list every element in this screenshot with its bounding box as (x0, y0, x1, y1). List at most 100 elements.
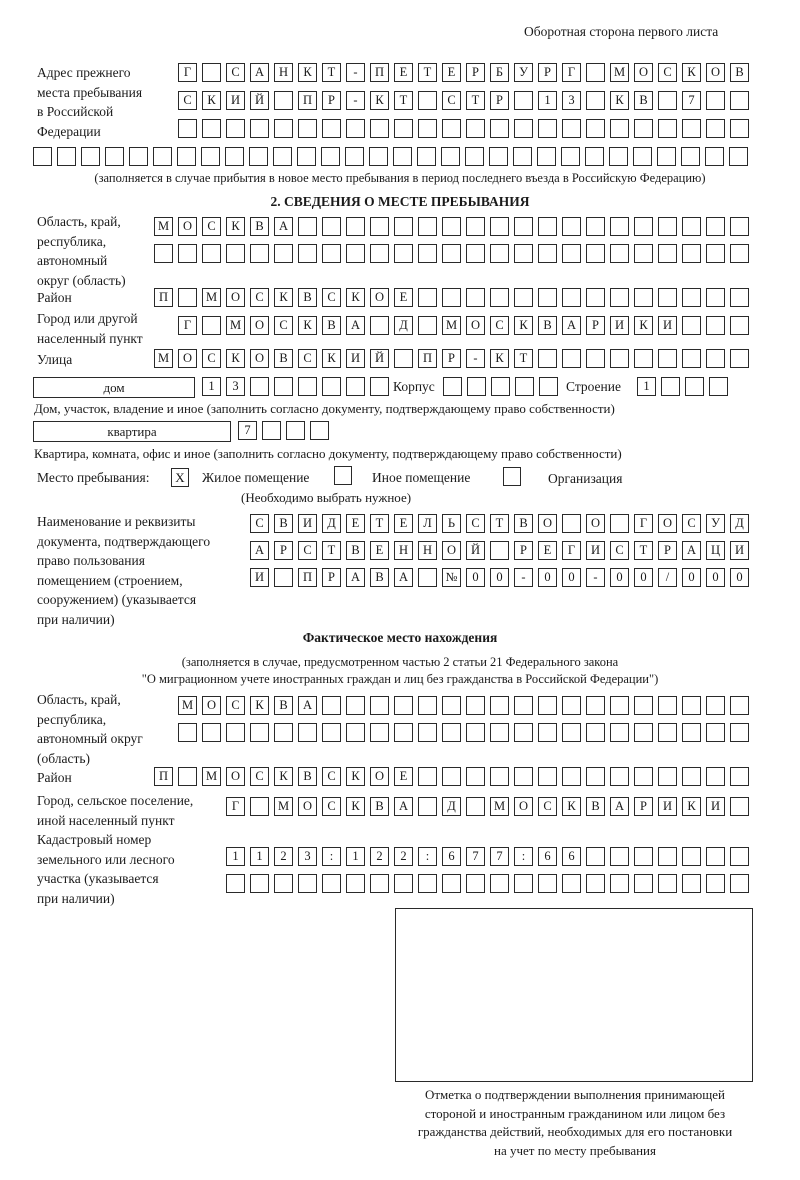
char-cell[interactable]: О (250, 349, 269, 368)
char-cell[interactable]: Л (418, 514, 437, 533)
char-cell[interactable]: Т (514, 349, 533, 368)
char-cell[interactable]: Р (490, 91, 509, 110)
char-cell[interactable]: А (250, 541, 269, 560)
char-cell[interactable] (442, 119, 461, 138)
char-cell[interactable]: Е (370, 541, 389, 560)
char-cell[interactable]: О (226, 767, 245, 786)
char-cell[interactable] (515, 377, 534, 396)
char-cell[interactable] (346, 723, 365, 742)
char-cell[interactable]: К (562, 797, 581, 816)
apartment-type-box[interactable]: квартира (33, 421, 231, 442)
char-cell[interactable]: К (202, 91, 221, 110)
char-cell[interactable] (370, 723, 389, 742)
char-cell[interactable]: К (682, 797, 701, 816)
char-cell[interactable] (658, 874, 677, 893)
char-cell[interactable]: Р (538, 63, 557, 82)
char-cell[interactable] (250, 874, 269, 893)
char-cell[interactable] (369, 147, 388, 166)
char-cell[interactable] (322, 244, 341, 263)
char-cell[interactable]: И (586, 541, 605, 560)
char-cell[interactable]: В (586, 797, 605, 816)
char-cell[interactable] (658, 696, 677, 715)
char-cell[interactable]: Е (394, 288, 413, 307)
char-cell[interactable] (729, 147, 748, 166)
char-cell[interactable]: А (298, 696, 317, 715)
char-cell[interactable] (466, 723, 485, 742)
char-cell[interactable]: С (202, 217, 221, 236)
char-cell[interactable] (514, 874, 533, 893)
char-cell[interactable] (514, 288, 533, 307)
char-cell[interactable] (178, 767, 197, 786)
char-cell[interactable]: Р (466, 63, 485, 82)
char-cell[interactable]: М (202, 767, 221, 786)
char-cell[interactable]: / (658, 568, 677, 587)
char-cell[interactable]: 0 (538, 568, 557, 587)
char-cell[interactable]: И (298, 514, 317, 533)
char-cell[interactable] (633, 147, 652, 166)
char-cell[interactable]: Й (250, 91, 269, 110)
char-cell[interactable] (610, 514, 629, 533)
char-cell[interactable] (730, 119, 749, 138)
char-cell[interactable]: 0 (706, 568, 725, 587)
char-cell[interactable]: Р (634, 797, 653, 816)
char-cell[interactable] (274, 568, 293, 587)
char-cell[interactable]: А (394, 797, 413, 816)
char-cell[interactable]: 6 (442, 847, 461, 866)
char-cell[interactable]: В (298, 767, 317, 786)
char-cell[interactable] (370, 119, 389, 138)
char-cell[interactable] (634, 874, 653, 893)
char-cell[interactable]: Т (490, 514, 509, 533)
char-cell[interactable]: О (442, 541, 461, 560)
char-cell[interactable] (442, 723, 461, 742)
char-cell[interactable] (681, 147, 700, 166)
char-cell[interactable] (706, 874, 725, 893)
char-cell[interactable] (514, 767, 533, 786)
char-cell[interactable] (274, 244, 293, 263)
char-cell[interactable] (586, 91, 605, 110)
char-cell[interactable] (682, 119, 701, 138)
char-cell[interactable] (418, 797, 437, 816)
char-cell[interactable] (538, 874, 557, 893)
char-cell[interactable] (658, 847, 677, 866)
char-cell[interactable] (418, 696, 437, 715)
char-cell[interactable] (682, 288, 701, 307)
char-cell[interactable]: С (298, 349, 317, 368)
char-cell[interactable] (321, 147, 340, 166)
char-cell[interactable] (610, 874, 629, 893)
char-cell[interactable]: К (274, 767, 293, 786)
char-cell[interactable] (274, 874, 293, 893)
char-cell[interactable] (370, 696, 389, 715)
char-cell[interactable]: О (706, 63, 725, 82)
char-cell[interactable]: 2 (370, 847, 389, 866)
char-cell[interactable]: С (658, 63, 677, 82)
char-cell[interactable]: В (298, 288, 317, 307)
char-cell[interactable]: Р (514, 541, 533, 560)
char-cell[interactable] (538, 288, 557, 307)
char-cell[interactable]: С (322, 767, 341, 786)
char-cell[interactable] (730, 91, 749, 110)
char-cell[interactable]: Р (322, 91, 341, 110)
char-cell[interactable] (514, 723, 533, 742)
char-cell[interactable]: Е (346, 514, 365, 533)
char-cell[interactable] (394, 696, 413, 715)
char-cell[interactable] (658, 119, 677, 138)
char-cell[interactable]: К (610, 91, 629, 110)
char-cell[interactable] (658, 91, 677, 110)
char-cell[interactable]: К (514, 316, 533, 335)
char-cell[interactable]: О (250, 316, 269, 335)
char-cell[interactable]: Т (322, 63, 341, 82)
char-cell[interactable] (418, 568, 437, 587)
char-cell[interactable] (706, 244, 725, 263)
char-cell[interactable]: Д (394, 316, 413, 335)
char-cell[interactable] (610, 767, 629, 786)
char-cell[interactable] (634, 847, 653, 866)
char-cell[interactable]: № (442, 568, 461, 587)
char-cell[interactable] (538, 349, 557, 368)
char-cell[interactable]: У (706, 514, 725, 533)
char-cell[interactable] (274, 377, 293, 396)
char-cell[interactable]: У (514, 63, 533, 82)
char-cell[interactable] (610, 244, 629, 263)
char-cell[interactable] (491, 377, 510, 396)
char-cell[interactable]: К (226, 349, 245, 368)
char-cell[interactable] (490, 119, 509, 138)
